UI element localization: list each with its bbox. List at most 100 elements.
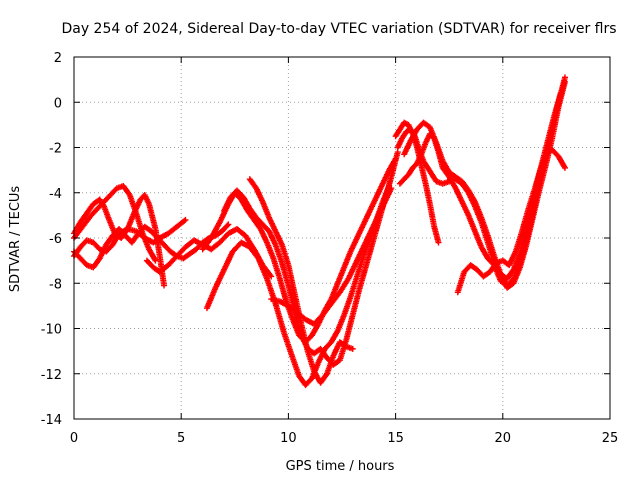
data-point-trail (427, 202, 437, 228)
data-point-trail (220, 222, 231, 234)
data-point-trail (440, 166, 452, 179)
data-point-trail (429, 173, 439, 184)
data-point-trail (254, 215, 265, 227)
data-point-trail (320, 302, 334, 317)
data-point-trail (374, 182, 386, 199)
data-point-trail (395, 136, 405, 149)
data-point-trail (239, 197, 250, 213)
data-point-trail (478, 216, 491, 238)
data-point-trail (523, 211, 536, 242)
data-point-trail (361, 209, 373, 226)
data-point-trail (181, 251, 192, 261)
data-point-trail (322, 340, 334, 351)
data-point-trail (329, 329, 340, 344)
data-point-trail (447, 170, 458, 180)
data-point-trail (343, 313, 356, 342)
data-point-trail (421, 159, 430, 170)
series-9 (268, 185, 395, 327)
data-point-trail (348, 236, 360, 254)
data-point-trail (253, 186, 265, 204)
data-point (557, 90, 564, 97)
data-point-trail (453, 174, 464, 184)
data-point-trail (151, 235, 162, 245)
data-point-trail (410, 161, 419, 170)
data-point-trail (235, 188, 246, 200)
axis-ticks: 0 5 10 15 20 25 -14 -12 -10 -8 -6 -4 -2 0 2 (41, 51, 619, 446)
data-point-trail (252, 218, 263, 231)
data-point-trail (138, 193, 147, 202)
x-tick-label: 25 (602, 431, 619, 446)
data-point-trail (104, 234, 115, 247)
data-point-trail (406, 166, 415, 177)
chart-title: Day 254 of 2024, Sidereal Day-to-day VTE… (61, 21, 616, 37)
data-point-trail (72, 225, 85, 240)
data-point-trail (337, 277, 351, 294)
data-point-trail (344, 344, 355, 352)
data-point-trail (354, 254, 366, 278)
data-point-trail (209, 240, 222, 252)
data-point (225, 221, 232, 228)
data-point-trail (324, 354, 336, 376)
data-point-trail (388, 150, 401, 179)
data-point-trail (277, 277, 289, 303)
data-point-trail (204, 286, 218, 310)
data-point-trail (380, 186, 394, 208)
data-point-trail (80, 213, 94, 229)
data-point-trail (200, 236, 214, 251)
data-point-trail (221, 195, 233, 213)
data-point-trail (431, 225, 442, 244)
data-point-trail (106, 186, 119, 199)
data-point-trail (278, 299, 290, 309)
data-point-trail (143, 224, 153, 234)
data-point-trail (447, 175, 458, 190)
data-point-trail (85, 262, 95, 270)
data-point-trail (279, 243, 291, 267)
data-point-trail (104, 242, 115, 254)
data-point-trail (356, 266, 369, 292)
data-point-trail (241, 195, 253, 211)
data-point-trail (354, 222, 366, 240)
data-point-trail (295, 310, 308, 322)
data-point-trail (78, 211, 89, 224)
data-point-trail (354, 241, 368, 263)
data-point-trail (142, 193, 152, 206)
x-axis-label: GPS time / hours (286, 459, 395, 474)
data-point-trail (338, 339, 349, 349)
data-point-trail (401, 139, 413, 156)
data-point-trail (487, 261, 499, 274)
data-point-trail (157, 263, 171, 274)
data-point-trail (485, 234, 497, 258)
data-point-trail (146, 247, 158, 263)
series-8 (246, 176, 356, 386)
data-point-trail (175, 245, 188, 258)
x-tick-label: 15 (387, 431, 404, 446)
data-point-trail (434, 179, 445, 187)
data-point (182, 216, 189, 223)
data-point-trail (408, 127, 420, 143)
data-point-trail (239, 240, 252, 250)
y-tick-label: -10 (41, 323, 62, 338)
data-point-trail (121, 184, 132, 197)
data-point-trail (208, 220, 223, 240)
data-point-trail (256, 256, 270, 281)
data-point-trail (318, 347, 330, 360)
data-point-trail (279, 261, 291, 287)
data-point (435, 239, 442, 246)
data-point-trail (526, 186, 538, 210)
data-point-trail (453, 186, 465, 204)
data-point-trail (166, 254, 179, 267)
data-point-trail (519, 207, 532, 233)
data-point-trail (369, 220, 381, 247)
y-axis-label: SDTVAR / TECUs (8, 186, 23, 293)
data-point-trail (115, 183, 125, 191)
y-tick-label: 2 (54, 51, 62, 66)
data-point-trail (393, 127, 403, 138)
data-point-trail (245, 209, 257, 222)
data-point-trail (312, 313, 325, 326)
y-tick-label: -12 (41, 368, 62, 383)
data-point-trail (468, 263, 479, 272)
data-point-trail (545, 114, 557, 143)
data-point-trail (286, 303, 299, 315)
data-point-trail (441, 179, 451, 187)
data-point-trail (258, 227, 270, 245)
